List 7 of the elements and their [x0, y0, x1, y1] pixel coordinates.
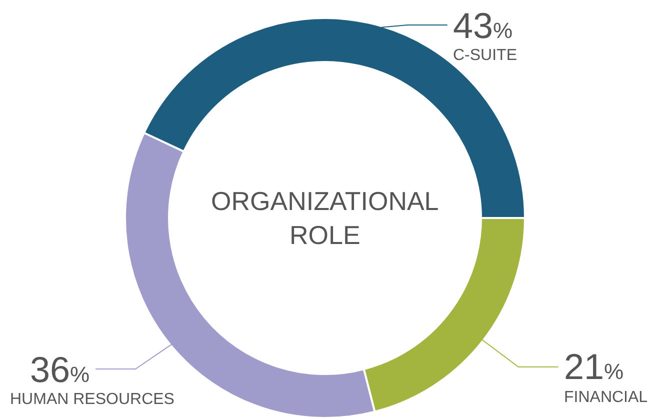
data-label: 21%	[564, 346, 624, 387]
slice-label: HUMAN RESOURCES	[10, 391, 174, 408]
slice-label: FINANCIAL	[564, 389, 648, 406]
data-label: 36%	[30, 349, 90, 390]
text: ORGANIZATIONAL ROLE	[211, 186, 439, 250]
data-label: 43%	[453, 5, 513, 46]
slice-label: C-SUITE	[453, 47, 517, 64]
